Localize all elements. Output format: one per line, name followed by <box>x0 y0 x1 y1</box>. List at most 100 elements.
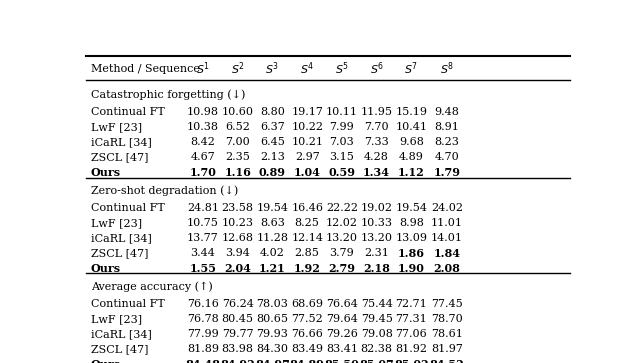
Text: 79.45: 79.45 <box>361 314 392 324</box>
Text: 79.77: 79.77 <box>222 329 253 339</box>
Text: LwF [23]: LwF [23] <box>91 314 142 324</box>
Text: 85.02: 85.02 <box>394 359 429 363</box>
Text: 6.45: 6.45 <box>260 137 285 147</box>
Text: 78.70: 78.70 <box>431 314 463 324</box>
Text: Ours: Ours <box>91 263 121 274</box>
Text: 76.78: 76.78 <box>187 314 219 324</box>
Text: 4.28: 4.28 <box>364 152 389 162</box>
Text: 84.48: 84.48 <box>186 359 220 363</box>
Text: 16.46: 16.46 <box>291 203 323 213</box>
Text: $\mathit{S}^6$: $\mathit{S}^6$ <box>369 61 384 77</box>
Text: 1.12: 1.12 <box>398 167 425 178</box>
Text: 1.79: 1.79 <box>433 167 461 178</box>
Text: 7.70: 7.70 <box>364 122 389 132</box>
Text: 1.34: 1.34 <box>363 167 390 178</box>
Text: iCaRL [34]: iCaRL [34] <box>91 233 152 243</box>
Text: Catastrophic forgetting (↓): Catastrophic forgetting (↓) <box>91 90 245 100</box>
Text: 4.89: 4.89 <box>399 152 424 162</box>
Text: $\mathit{S}^2$: $\mathit{S}^2$ <box>231 61 244 77</box>
Text: 10.21: 10.21 <box>291 137 323 147</box>
Text: 10.60: 10.60 <box>221 107 253 117</box>
Text: 1.16: 1.16 <box>224 167 251 178</box>
Text: 12.14: 12.14 <box>291 233 323 243</box>
Text: 6.37: 6.37 <box>260 122 285 132</box>
Text: LwF [23]: LwF [23] <box>91 218 142 228</box>
Text: 76.24: 76.24 <box>222 299 253 309</box>
Text: 2.85: 2.85 <box>295 248 319 258</box>
Text: 9.68: 9.68 <box>399 137 424 147</box>
Text: 2.79: 2.79 <box>328 263 355 274</box>
Text: 19.54: 19.54 <box>396 203 428 213</box>
Text: 11.28: 11.28 <box>257 233 289 243</box>
Text: Ours: Ours <box>91 167 121 178</box>
Text: 75.44: 75.44 <box>361 299 392 309</box>
Text: 84.89: 84.89 <box>290 359 324 363</box>
Text: 2.08: 2.08 <box>434 263 460 274</box>
Text: 10.11: 10.11 <box>326 107 358 117</box>
Text: ZSCL [47]: ZSCL [47] <box>91 344 148 354</box>
Text: 1.86: 1.86 <box>398 248 425 258</box>
Text: 4.67: 4.67 <box>191 152 216 162</box>
Text: 81.92: 81.92 <box>396 344 428 354</box>
Text: 78.61: 78.61 <box>431 329 463 339</box>
Text: 79.08: 79.08 <box>361 329 392 339</box>
Text: iCaRL [34]: iCaRL [34] <box>91 329 152 339</box>
Text: $\mathit{S}^3$: $\mathit{S}^3$ <box>266 61 280 77</box>
Text: 1.84: 1.84 <box>433 248 461 258</box>
Text: Average accuracy (↑): Average accuracy (↑) <box>91 281 212 292</box>
Text: 1.55: 1.55 <box>189 263 216 274</box>
Text: 83.41: 83.41 <box>326 344 358 354</box>
Text: 76.66: 76.66 <box>291 329 323 339</box>
Text: 4.02: 4.02 <box>260 248 285 258</box>
Text: 6.52: 6.52 <box>225 122 250 132</box>
Text: 10.41: 10.41 <box>396 122 428 132</box>
Text: 83.49: 83.49 <box>291 344 323 354</box>
Text: $\mathit{S}^7$: $\mathit{S}^7$ <box>404 61 419 77</box>
Text: 2.35: 2.35 <box>225 152 250 162</box>
Text: 15.19: 15.19 <box>396 107 428 117</box>
Text: 76.16: 76.16 <box>187 299 219 309</box>
Text: $\mathit{S}^4$: $\mathit{S}^4$ <box>300 61 314 77</box>
Text: 8.63: 8.63 <box>260 218 285 228</box>
Text: 3.44: 3.44 <box>191 248 216 258</box>
Text: 3.94: 3.94 <box>225 248 250 258</box>
Text: 8.80: 8.80 <box>260 107 285 117</box>
Text: 19.17: 19.17 <box>291 107 323 117</box>
Text: Method / Sequence: Method / Sequence <box>91 64 200 74</box>
Text: 2.31: 2.31 <box>364 248 389 258</box>
Text: 7.03: 7.03 <box>330 137 355 147</box>
Text: Ours: Ours <box>91 359 121 363</box>
Text: 1.90: 1.90 <box>398 263 425 274</box>
Text: 1.04: 1.04 <box>294 167 321 178</box>
Text: 12.02: 12.02 <box>326 218 358 228</box>
Text: 84.97: 84.97 <box>255 359 290 363</box>
Text: 10.22: 10.22 <box>291 122 323 132</box>
Text: 24.02: 24.02 <box>431 203 463 213</box>
Text: 22.22: 22.22 <box>326 203 358 213</box>
Text: 3.79: 3.79 <box>330 248 355 258</box>
Text: 79.64: 79.64 <box>326 314 358 324</box>
Text: 76.64: 76.64 <box>326 299 358 309</box>
Text: 81.89: 81.89 <box>187 344 219 354</box>
Text: 77.45: 77.45 <box>431 299 463 309</box>
Text: 77.06: 77.06 <box>396 329 428 339</box>
Text: 14.01: 14.01 <box>431 233 463 243</box>
Text: 85.50: 85.50 <box>324 359 359 363</box>
Text: 2.18: 2.18 <box>363 263 390 274</box>
Text: 11.95: 11.95 <box>360 107 392 117</box>
Text: 77.31: 77.31 <box>396 314 428 324</box>
Text: 19.54: 19.54 <box>257 203 289 213</box>
Text: 84.52: 84.52 <box>429 359 465 363</box>
Text: 68.69: 68.69 <box>291 299 323 309</box>
Text: 10.23: 10.23 <box>221 218 253 228</box>
Text: $\mathit{S}^8$: $\mathit{S}^8$ <box>440 61 454 77</box>
Text: 77.99: 77.99 <box>187 329 219 339</box>
Text: Zero-shot degradation (↓): Zero-shot degradation (↓) <box>91 185 238 196</box>
Text: ZSCL [47]: ZSCL [47] <box>91 248 148 258</box>
Text: 8.98: 8.98 <box>399 218 424 228</box>
Text: 3.15: 3.15 <box>330 152 355 162</box>
Text: 78.03: 78.03 <box>257 299 289 309</box>
Text: 83.98: 83.98 <box>221 344 253 354</box>
Text: Continual FT: Continual FT <box>91 203 164 213</box>
Text: 4.70: 4.70 <box>435 152 460 162</box>
